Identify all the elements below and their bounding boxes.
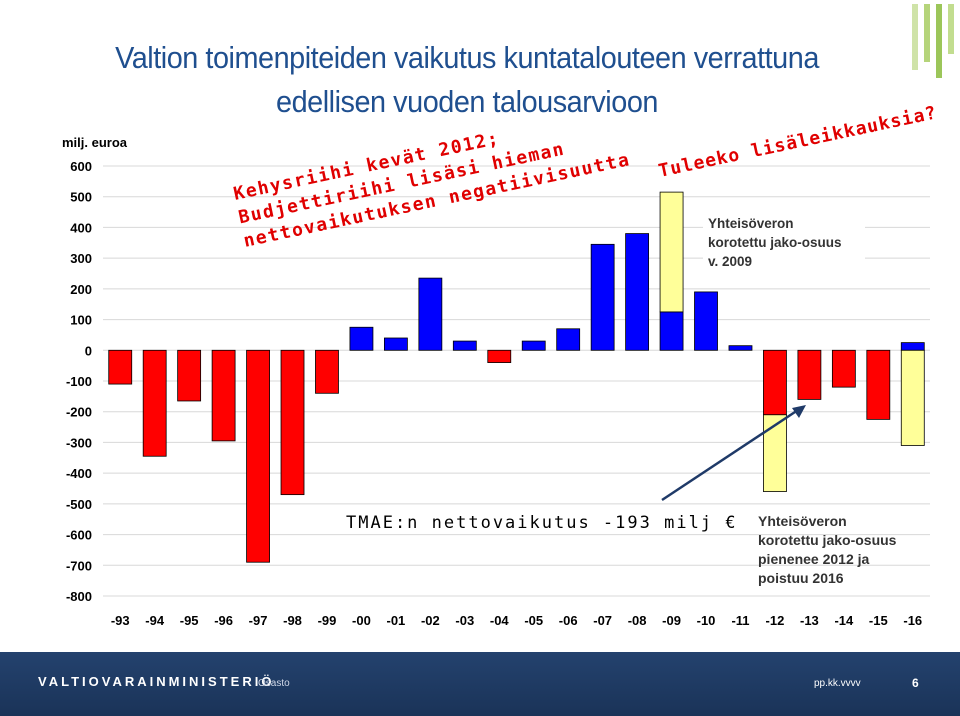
x-tick-label: -97: [249, 613, 268, 628]
bar-extra-segment: [900, 349, 925, 446]
bar: [487, 349, 512, 363]
slide-title-line2: edellisen vuoden talousarvioon: [276, 84, 658, 119]
page-number: 6: [912, 676, 919, 690]
x-tick-label: -96: [214, 613, 233, 628]
x-tick-label: -05: [524, 613, 543, 628]
bar: [521, 340, 546, 351]
bar: [280, 349, 305, 496]
bar: [866, 349, 891, 420]
bar: [900, 342, 925, 351]
y-tick-label: -200: [66, 405, 92, 420]
y-tick-label: -800: [66, 589, 92, 604]
annotation-box2-line: poistuu 2016: [758, 570, 844, 586]
x-tick-label: -09: [662, 613, 681, 628]
bar: [211, 349, 236, 442]
annotation-box-bg: [703, 210, 865, 276]
y-tick-label: -300: [66, 435, 92, 450]
x-tick-label: -01: [386, 613, 405, 628]
x-tick-label: -10: [697, 613, 716, 628]
y-tick-label: 600: [70, 159, 92, 174]
bar: [142, 349, 167, 457]
bar-extra-segment: [763, 414, 787, 492]
decor-bar: [948, 4, 954, 54]
bar: [659, 311, 684, 351]
x-tick-label: -00: [352, 613, 371, 628]
y-tick-label: 200: [70, 282, 92, 297]
bar: [452, 340, 477, 351]
bar: [831, 349, 856, 388]
x-tick-label: -15: [869, 613, 888, 628]
bar: [694, 291, 718, 351]
x-tick-label: -93: [111, 613, 130, 628]
bar: [108, 349, 133, 385]
y-tick-label: -600: [66, 528, 92, 543]
bar: [177, 349, 202, 402]
annotation-box1-line: v. 2009: [708, 254, 752, 269]
annotation-box2-line: korotettu jako-osuus: [758, 532, 897, 548]
bar: [728, 345, 753, 351]
slide-title-line1: Valtion toimenpiteiden vaikutus kuntatal…: [115, 40, 819, 75]
footer: VALTIOVARAINMINISTERIÖ Osasto pp.kk.vvvv…: [0, 652, 960, 716]
x-tick-label: -16: [903, 613, 922, 628]
y-tick-label: -100: [66, 374, 92, 389]
x-tick-label: -13: [800, 613, 819, 628]
y-axis-label: milj. euroa: [62, 135, 128, 150]
y-tick-label: -500: [66, 497, 92, 512]
x-tick-label: -95: [180, 613, 199, 628]
bar: [763, 349, 787, 416]
annotation-arrowhead: [792, 405, 806, 418]
bar: [246, 349, 270, 563]
y-tick-label: 500: [70, 190, 92, 205]
x-tick-label: -06: [559, 613, 578, 628]
y-tick-label: 400: [70, 220, 92, 235]
annotation-arrow: [661, 408, 799, 502]
x-tick-label: -12: [766, 613, 785, 628]
x-tick-label: -04: [490, 613, 510, 628]
annotation-box2-line: pienenee 2012 ja: [758, 551, 870, 567]
x-tick-label: -98: [283, 613, 302, 628]
decor-bar: [936, 4, 942, 78]
footer-date: pp.kk.vvvv: [814, 678, 861, 689]
y-tick-label: 0: [85, 343, 92, 358]
y-tick-label: -400: [66, 466, 92, 481]
slide-title: Valtion toimenpiteiden vaikutus kuntatal…: [95, 36, 839, 124]
x-tick-label: -11: [731, 613, 749, 628]
annotation-box1-line: korotettu jako-osuus: [708, 235, 842, 250]
decor-bar: [912, 4, 918, 70]
annotation-box2-line: Yhteisöveron: [758, 513, 847, 529]
y-tick-label: 100: [70, 313, 92, 328]
x-tick-label: -08: [628, 613, 647, 628]
department-label: Osasto: [258, 678, 290, 689]
bar: [349, 326, 374, 351]
x-tick-label: -03: [455, 613, 474, 628]
x-tick-label: -14: [834, 613, 854, 628]
annotation-tmae: TMAE:n nettovaikutus -193 milj €: [346, 513, 738, 533]
bar: [556, 328, 581, 351]
decor-bar: [924, 4, 930, 62]
y-tick-label: -700: [66, 558, 92, 573]
bar: [315, 349, 339, 394]
x-tick-label: -02: [421, 613, 440, 628]
x-tick-label: -07: [593, 613, 612, 628]
bar: [590, 243, 615, 351]
x-tick-label: -99: [318, 613, 337, 628]
bar: [383, 337, 408, 351]
x-tick-label: -94: [145, 613, 165, 628]
bar: [797, 349, 822, 400]
annotation-box1-line: Yhteisöveron: [708, 216, 794, 231]
annotation-tuleeko: Tuleeko lisäleikkauksia?: [657, 102, 939, 182]
bar-extra-segment: [659, 191, 684, 313]
annotation-kehysriihi: Kehysriihi kevät 2012;Budjettiriihi lisä…: [232, 128, 633, 252]
bar: [418, 277, 443, 351]
bar: [625, 233, 650, 351]
y-tick-label: 300: [70, 251, 92, 266]
ministry-name: VALTIOVARAINMINISTERIÖ: [38, 674, 275, 689]
